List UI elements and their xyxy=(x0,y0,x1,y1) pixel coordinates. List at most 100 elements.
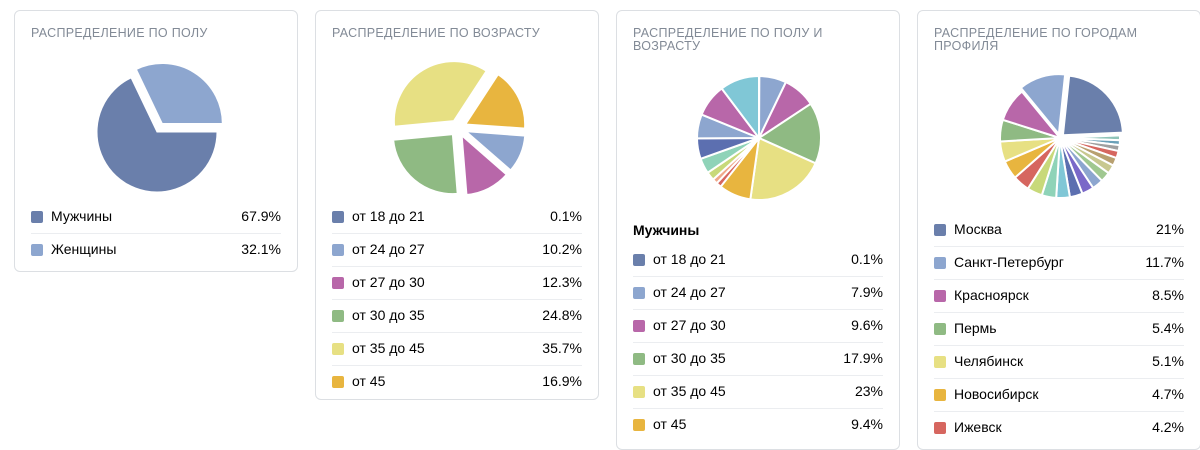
legend-label: от 18 до 21 xyxy=(653,251,726,267)
city-card: РАСПРЕДЕЛЕНИЕ ПО ГОРОДАМ ПРОФИЛЯ Москва 2… xyxy=(917,10,1200,450)
legend-swatch xyxy=(934,257,946,269)
legend-label: Новосибирск xyxy=(954,386,1039,402)
legend-item[interactable]: от 45 16.9% xyxy=(332,366,582,398)
legend-value: 35.7% xyxy=(542,340,582,356)
legend-value: 23% xyxy=(855,383,883,399)
legend-value: 21% xyxy=(1156,221,1184,237)
age-legend: от 18 до 21 0.1% от 24 до 27 10.2% от 27 до … xyxy=(332,201,582,398)
legend-label: от 45 xyxy=(653,416,686,432)
legend-swatch xyxy=(332,310,344,322)
legend-item[interactable]: Санкт-Петербург 11.7% xyxy=(934,247,1184,280)
legend-value: 12.3% xyxy=(542,274,582,290)
card-title: РАСПРЕДЕЛЕНИЕ ПО ВОЗРАСТУ xyxy=(332,27,586,40)
card-title: РАСПРЕДЕЛЕНИЕ ПО ГОРОДАМ ПРОФИЛЯ xyxy=(934,27,1188,53)
legend-value: 11.7% xyxy=(1145,254,1184,270)
legend-item[interactable]: от 27 до 30 12.3% xyxy=(332,267,582,300)
legend-item[interactable]: от 30 до 35 24.8% xyxy=(332,300,582,333)
legend-value: 24.8% xyxy=(542,307,582,323)
legend-swatch xyxy=(332,211,344,223)
legend-label: от 24 до 27 xyxy=(352,241,425,257)
card-title: РАСПРЕДЕЛЕНИЕ ПО ПОЛУ И ВОЗРАСТУ xyxy=(633,27,887,53)
gender-age-card: РАСПРЕДЕЛЕНИЕ ПО ПОЛУ И ВОЗРАСТУ Мужчины… xyxy=(616,10,900,450)
legend-swatch xyxy=(934,389,946,401)
legend-swatch xyxy=(633,254,645,266)
gender-card: РАСПРЕДЕЛЕНИЕ ПО ПОЛУ Мужчины 67.9% Женщин… xyxy=(14,10,298,272)
legend-item[interactable]: от 24 до 27 7.9% xyxy=(633,277,883,310)
legend-label: от 35 до 45 xyxy=(653,383,726,399)
gender-age-pie-chart[interactable] xyxy=(684,63,834,213)
legend-label: Ижевск xyxy=(954,419,1002,435)
legend-item[interactable]: от 30 до 35 17.9% xyxy=(633,343,883,376)
legend-item[interactable]: от 45 9.4% xyxy=(633,409,883,441)
legend-value: 5.4% xyxy=(1152,320,1184,336)
legend-value: 0.1% xyxy=(550,208,582,224)
legend-swatch xyxy=(934,323,946,335)
legend-item[interactable]: Женщины 32.1% xyxy=(31,234,281,266)
legend-swatch xyxy=(31,211,43,223)
legend-swatch xyxy=(633,320,645,332)
legend-label: Москва xyxy=(954,221,1002,237)
legend-value: 10.2% xyxy=(542,241,582,257)
age-pie-chart[interactable] xyxy=(383,53,533,203)
legend-swatch xyxy=(332,244,344,256)
legend-value: 9.4% xyxy=(851,416,883,432)
city-pie-chart[interactable] xyxy=(985,63,1135,213)
legend-swatch xyxy=(31,244,43,256)
legend-item[interactable]: Ижевск 4.2% xyxy=(934,412,1184,444)
legend-label: Пермь xyxy=(954,320,997,336)
legend-swatch xyxy=(633,419,645,431)
legend-value: 5.1% xyxy=(1152,353,1184,369)
legend-label: Женщины xyxy=(51,241,116,257)
legend-swatch xyxy=(934,224,946,236)
legend-swatch xyxy=(633,386,645,398)
gender-age-legend: от 18 до 21 0.1% от 24 до 27 7.9% от 27 до 3… xyxy=(633,244,883,441)
legend-item[interactable]: Новосибирск 4.7% xyxy=(934,379,1184,412)
legend-swatch xyxy=(332,343,344,355)
legend-label: Мужчины xyxy=(51,208,112,224)
legend-value: 9.6% xyxy=(851,317,883,333)
legend-swatch xyxy=(332,277,344,289)
legend-swatch xyxy=(934,356,946,368)
legend-value: 16.9% xyxy=(542,373,582,389)
legend-swatch xyxy=(934,422,946,434)
legend-item[interactable]: от 35 до 45 23% xyxy=(633,376,883,409)
gender-subtitle: Мужчины xyxy=(633,222,699,238)
legend-swatch xyxy=(934,290,946,302)
gender-legend: Мужчины 67.9% Женщины 32.1% xyxy=(31,201,281,266)
legend-swatch xyxy=(332,376,344,388)
legend-value: 4.2% xyxy=(1152,419,1184,435)
legend-value: 32.1% xyxy=(241,241,281,257)
pie-slice-женщины[interactable] xyxy=(136,64,222,124)
legend-item[interactable]: от 18 до 21 0.1% xyxy=(332,201,582,234)
legend-value: 0.1% xyxy=(851,251,883,267)
legend-value: 67.9% xyxy=(241,208,281,224)
pie-slice-от-30-до-35[interactable] xyxy=(393,134,458,194)
legend-item[interactable]: от 18 до 21 0.1% xyxy=(633,244,883,277)
legend-label: от 18 до 21 xyxy=(352,208,425,224)
legend-label: от 30 до 35 xyxy=(653,350,726,366)
pie-slice-москва[interactable] xyxy=(1063,76,1123,136)
legend-item[interactable]: Москва 21% xyxy=(934,214,1184,247)
legend-value: 8.5% xyxy=(1152,287,1184,303)
legend-label: от 45 xyxy=(352,373,385,389)
legend-item[interactable]: Челябинск 5.1% xyxy=(934,346,1184,379)
gender-pie-chart[interactable] xyxy=(82,57,232,207)
card-title: РАСПРЕДЕЛЕНИЕ ПО ПОЛУ xyxy=(31,27,285,40)
age-card: РАСПРЕДЕЛЕНИЕ ПО ВОЗРАСТУ от 18 до 21 0.1… xyxy=(315,10,599,400)
legend-item[interactable]: Пермь 5.4% xyxy=(934,313,1184,346)
legend-label: от 27 до 30 xyxy=(352,274,425,290)
legend-value: 7.9% xyxy=(851,284,883,300)
legend-item[interactable]: Мужчины 67.9% xyxy=(31,201,281,234)
legend-item[interactable]: от 24 до 27 10.2% xyxy=(332,234,582,267)
legend-value: 4.7% xyxy=(1152,386,1184,402)
legend-swatch xyxy=(633,353,645,365)
legend-value: 17.9% xyxy=(843,350,883,366)
legend-label: Челябинск xyxy=(954,353,1023,369)
legend-label: от 30 до 35 xyxy=(352,307,425,323)
legend-label: от 24 до 27 xyxy=(653,284,726,300)
legend-label: Санкт-Петербург xyxy=(954,254,1064,270)
